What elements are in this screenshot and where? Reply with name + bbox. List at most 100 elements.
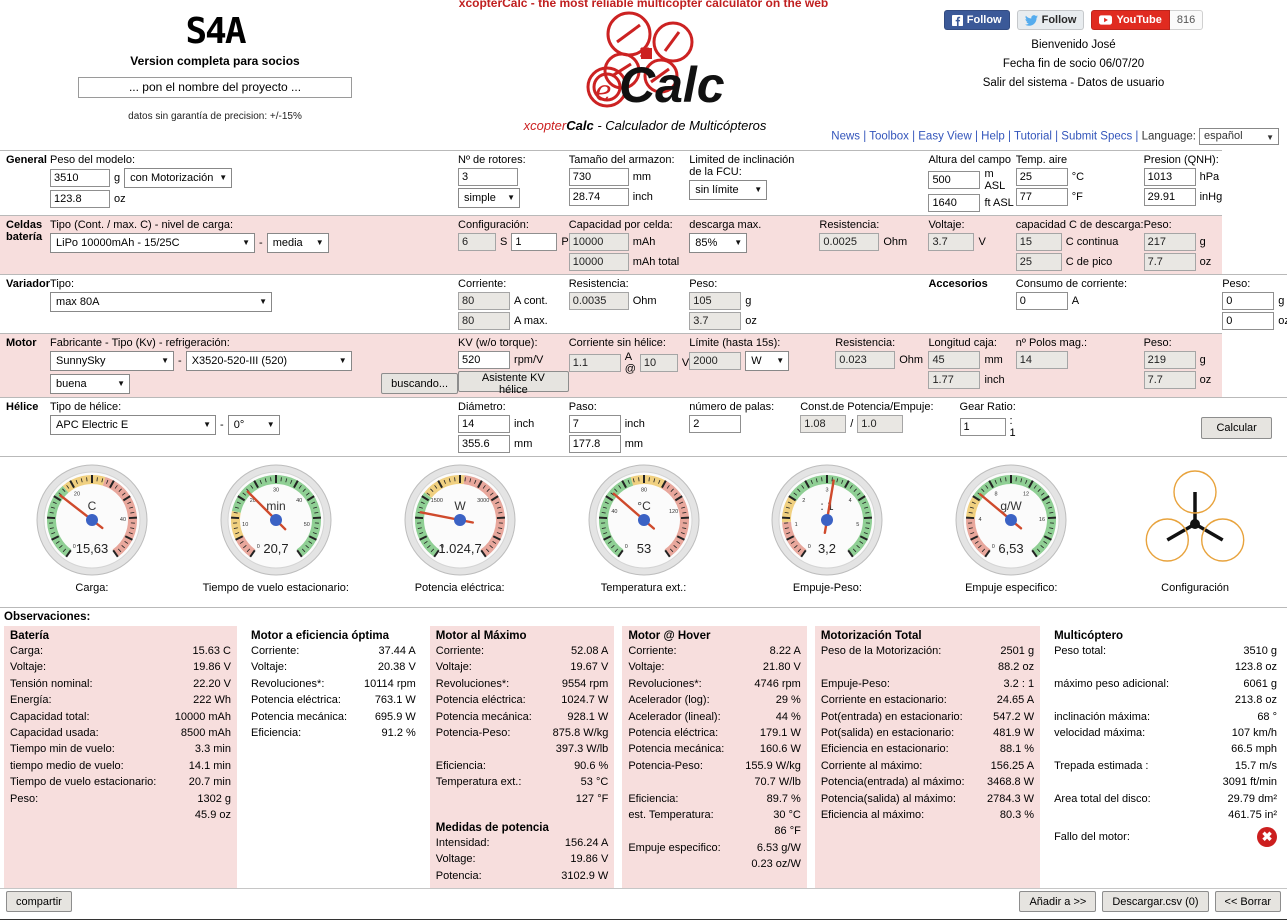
unit-g: g — [745, 295, 752, 307]
svg-text:53: 53 — [636, 541, 650, 556]
motor-cooling-select[interactable]: buena ▼ — [50, 373, 131, 394]
accessory-weight-g-input[interactable] — [1222, 292, 1275, 310]
rotors-label: Nº de rotores: — [458, 154, 526, 166]
poles-input[interactable] — [1015, 351, 1068, 369]
result-value: 107 km/h — [1231, 727, 1278, 740]
accessory-draw-input[interactable] — [1015, 292, 1068, 310]
youtube-subscribe-button[interactable]: YouTube — [1091, 10, 1170, 30]
share-button[interactable]: compartir — [6, 891, 72, 912]
result-row: Corriente en estacionario: 24.65 A — [821, 692, 1034, 708]
esc-weight-g-input[interactable] — [689, 292, 742, 310]
model-weight-label: Peso del modelo: — [50, 154, 136, 166]
pitch-inch-input[interactable] — [568, 415, 621, 433]
result-value: 19.67 V — [570, 661, 609, 674]
discharge-select[interactable]: 85% ▼ — [689, 233, 748, 253]
frame-mm-input[interactable] — [568, 168, 629, 186]
logout-link[interactable]: Salir del sistema - Datos de usuario — [982, 77, 1165, 89]
battery-weight-oz-input[interactable] — [1143, 253, 1196, 271]
rotors-input[interactable] — [458, 168, 519, 186]
facebook-follow-button[interactable]: Follow — [943, 10, 1010, 30]
const-thrust-input[interactable] — [857, 415, 904, 433]
svg-text:8: 8 — [995, 491, 998, 497]
temp-f-input[interactable] — [1015, 188, 1068, 206]
field-motor-limit: Límite (hasta 15s): W▼ — [689, 337, 790, 371]
rotor-type-select[interactable]: simple ▼ — [458, 188, 521, 208]
esc-resistance-input[interactable] — [568, 292, 629, 310]
tilt-limit-select[interactable]: sin límite ▼ — [689, 180, 768, 200]
model-weight-oz-input[interactable] — [50, 190, 111, 208]
diameter-inch-input[interactable] — [458, 415, 511, 433]
prop-angle-select[interactable]: 0° ▼ — [227, 415, 280, 435]
svg-text:20: 20 — [74, 491, 80, 497]
result-row: Voltaje: 20.38 V — [251, 659, 416, 675]
frame-inch-input[interactable] — [568, 188, 629, 206]
unit-a-max: A max. — [514, 315, 548, 327]
twitter-follow-button[interactable]: Follow — [1016, 10, 1085, 30]
nav-link-news[interactable]: News — [831, 130, 861, 143]
kv-input[interactable] — [458, 351, 511, 369]
calculate-button[interactable]: Calcular — [1201, 417, 1272, 439]
battery-type-select[interactable]: LiPo 10000mAh - 15/25C ▼ — [50, 233, 256, 253]
noload-current-input[interactable] — [568, 354, 621, 372]
const-power-input[interactable] — [800, 415, 847, 433]
logo-caption: xcopterCalc - Calculador de Multicóptero… — [430, 118, 860, 133]
motor-weight-oz-input[interactable] — [1143, 371, 1196, 389]
motor-weight-g-input[interactable] — [1143, 351, 1196, 369]
battery-weight-g-input[interactable] — [1143, 233, 1196, 251]
esc-type-value: max 80A — [56, 296, 100, 308]
nav-link-help[interactable]: Help — [981, 130, 1005, 143]
altitude-ft-input[interactable] — [928, 194, 981, 212]
esc-type-select[interactable]: max 80A ▼ — [50, 292, 273, 312]
pitch-mm-input[interactable] — [568, 435, 621, 453]
weight-mode-select[interactable]: con Motorización ▼ — [124, 168, 233, 188]
diameter-mm-input[interactable] — [458, 435, 511, 453]
esc-current-max-input[interactable] — [458, 312, 511, 330]
total-capacity-input[interactable] — [568, 253, 629, 271]
motor-model-select[interactable]: X3520-520-III (520) ▼ — [185, 351, 352, 371]
result-row: Voltaje: 19.67 V — [436, 659, 609, 675]
battery-resistance-input[interactable] — [819, 233, 880, 251]
nav-link-tutorial[interactable]: Tutorial — [1013, 130, 1052, 143]
parallel-input[interactable] — [511, 233, 558, 251]
series-input[interactable] — [458, 233, 497, 251]
nav-link-toolbox[interactable]: Toolbox — [869, 130, 909, 143]
case-length-mm-input[interactable] — [928, 351, 981, 369]
download-csv-button[interactable]: Descargar.csv (0) — [1102, 891, 1209, 912]
cell-voltage-input[interactable] — [928, 233, 975, 251]
project-name-input[interactable]: ... pon el nombre del proyecto ... — [78, 77, 352, 98]
add-to-button[interactable]: Añadir a >> — [1019, 891, 1097, 912]
prop-type-select[interactable]: APC Electric E ▼ — [50, 415, 217, 435]
unit-hpa: hPa — [1199, 171, 1220, 183]
charge-level-select[interactable]: media ▼ — [266, 233, 329, 253]
motor-limit-unit-select[interactable]: W ▼ — [745, 351, 790, 371]
case-length-inch-input[interactable] — [928, 371, 981, 389]
page-header: xcopterCalc - the most reliable multicop… — [0, 0, 1287, 150]
motor-search-button[interactable]: buscando... — [381, 373, 459, 394]
motor-resistance-input[interactable] — [835, 351, 896, 369]
result-row: Tiempo de vuelo estacionario: 20.7 min — [10, 774, 231, 790]
cell-capacity-input[interactable] — [568, 233, 629, 251]
blades-input[interactable] — [689, 415, 742, 433]
c-peak-input[interactable] — [1015, 253, 1062, 271]
noload-voltage-input[interactable] — [639, 354, 678, 372]
field-esc-current: Corriente: A cont. A max. — [458, 274, 569, 334]
result-value: 1024.7 W — [561, 694, 609, 707]
clear-button[interactable]: << Borrar — [1214, 891, 1281, 912]
motor-manufacturer-select[interactable]: SunnySky ▼ — [50, 351, 175, 371]
language-select[interactable]: español ▼ — [1199, 128, 1279, 145]
esc-weight-oz-input[interactable] — [689, 312, 742, 330]
nav-link-submit-specs[interactable]: Submit Specs — [1061, 130, 1133, 143]
temp-c-input[interactable] — [1015, 168, 1068, 186]
nav-link-easy-view[interactable]: Easy View — [918, 130, 972, 143]
altitude-m-input[interactable] — [928, 171, 981, 189]
motor-limit-input[interactable] — [689, 352, 742, 370]
model-weight-g-input[interactable] — [50, 169, 111, 187]
pressure-inhg-input[interactable] — [1143, 188, 1196, 206]
esc-current-cont-input[interactable] — [458, 292, 511, 310]
accessory-weight-oz-input[interactable] — [1222, 312, 1275, 330]
c-continuous-input[interactable] — [1015, 233, 1062, 251]
kv-wizard-button[interactable]: Asistente KV hélice — [458, 371, 569, 396]
result-value: 20.7 min — [188, 776, 231, 789]
gear-ratio-input[interactable] — [959, 418, 1006, 436]
pressure-hpa-input[interactable] — [1143, 168, 1196, 186]
